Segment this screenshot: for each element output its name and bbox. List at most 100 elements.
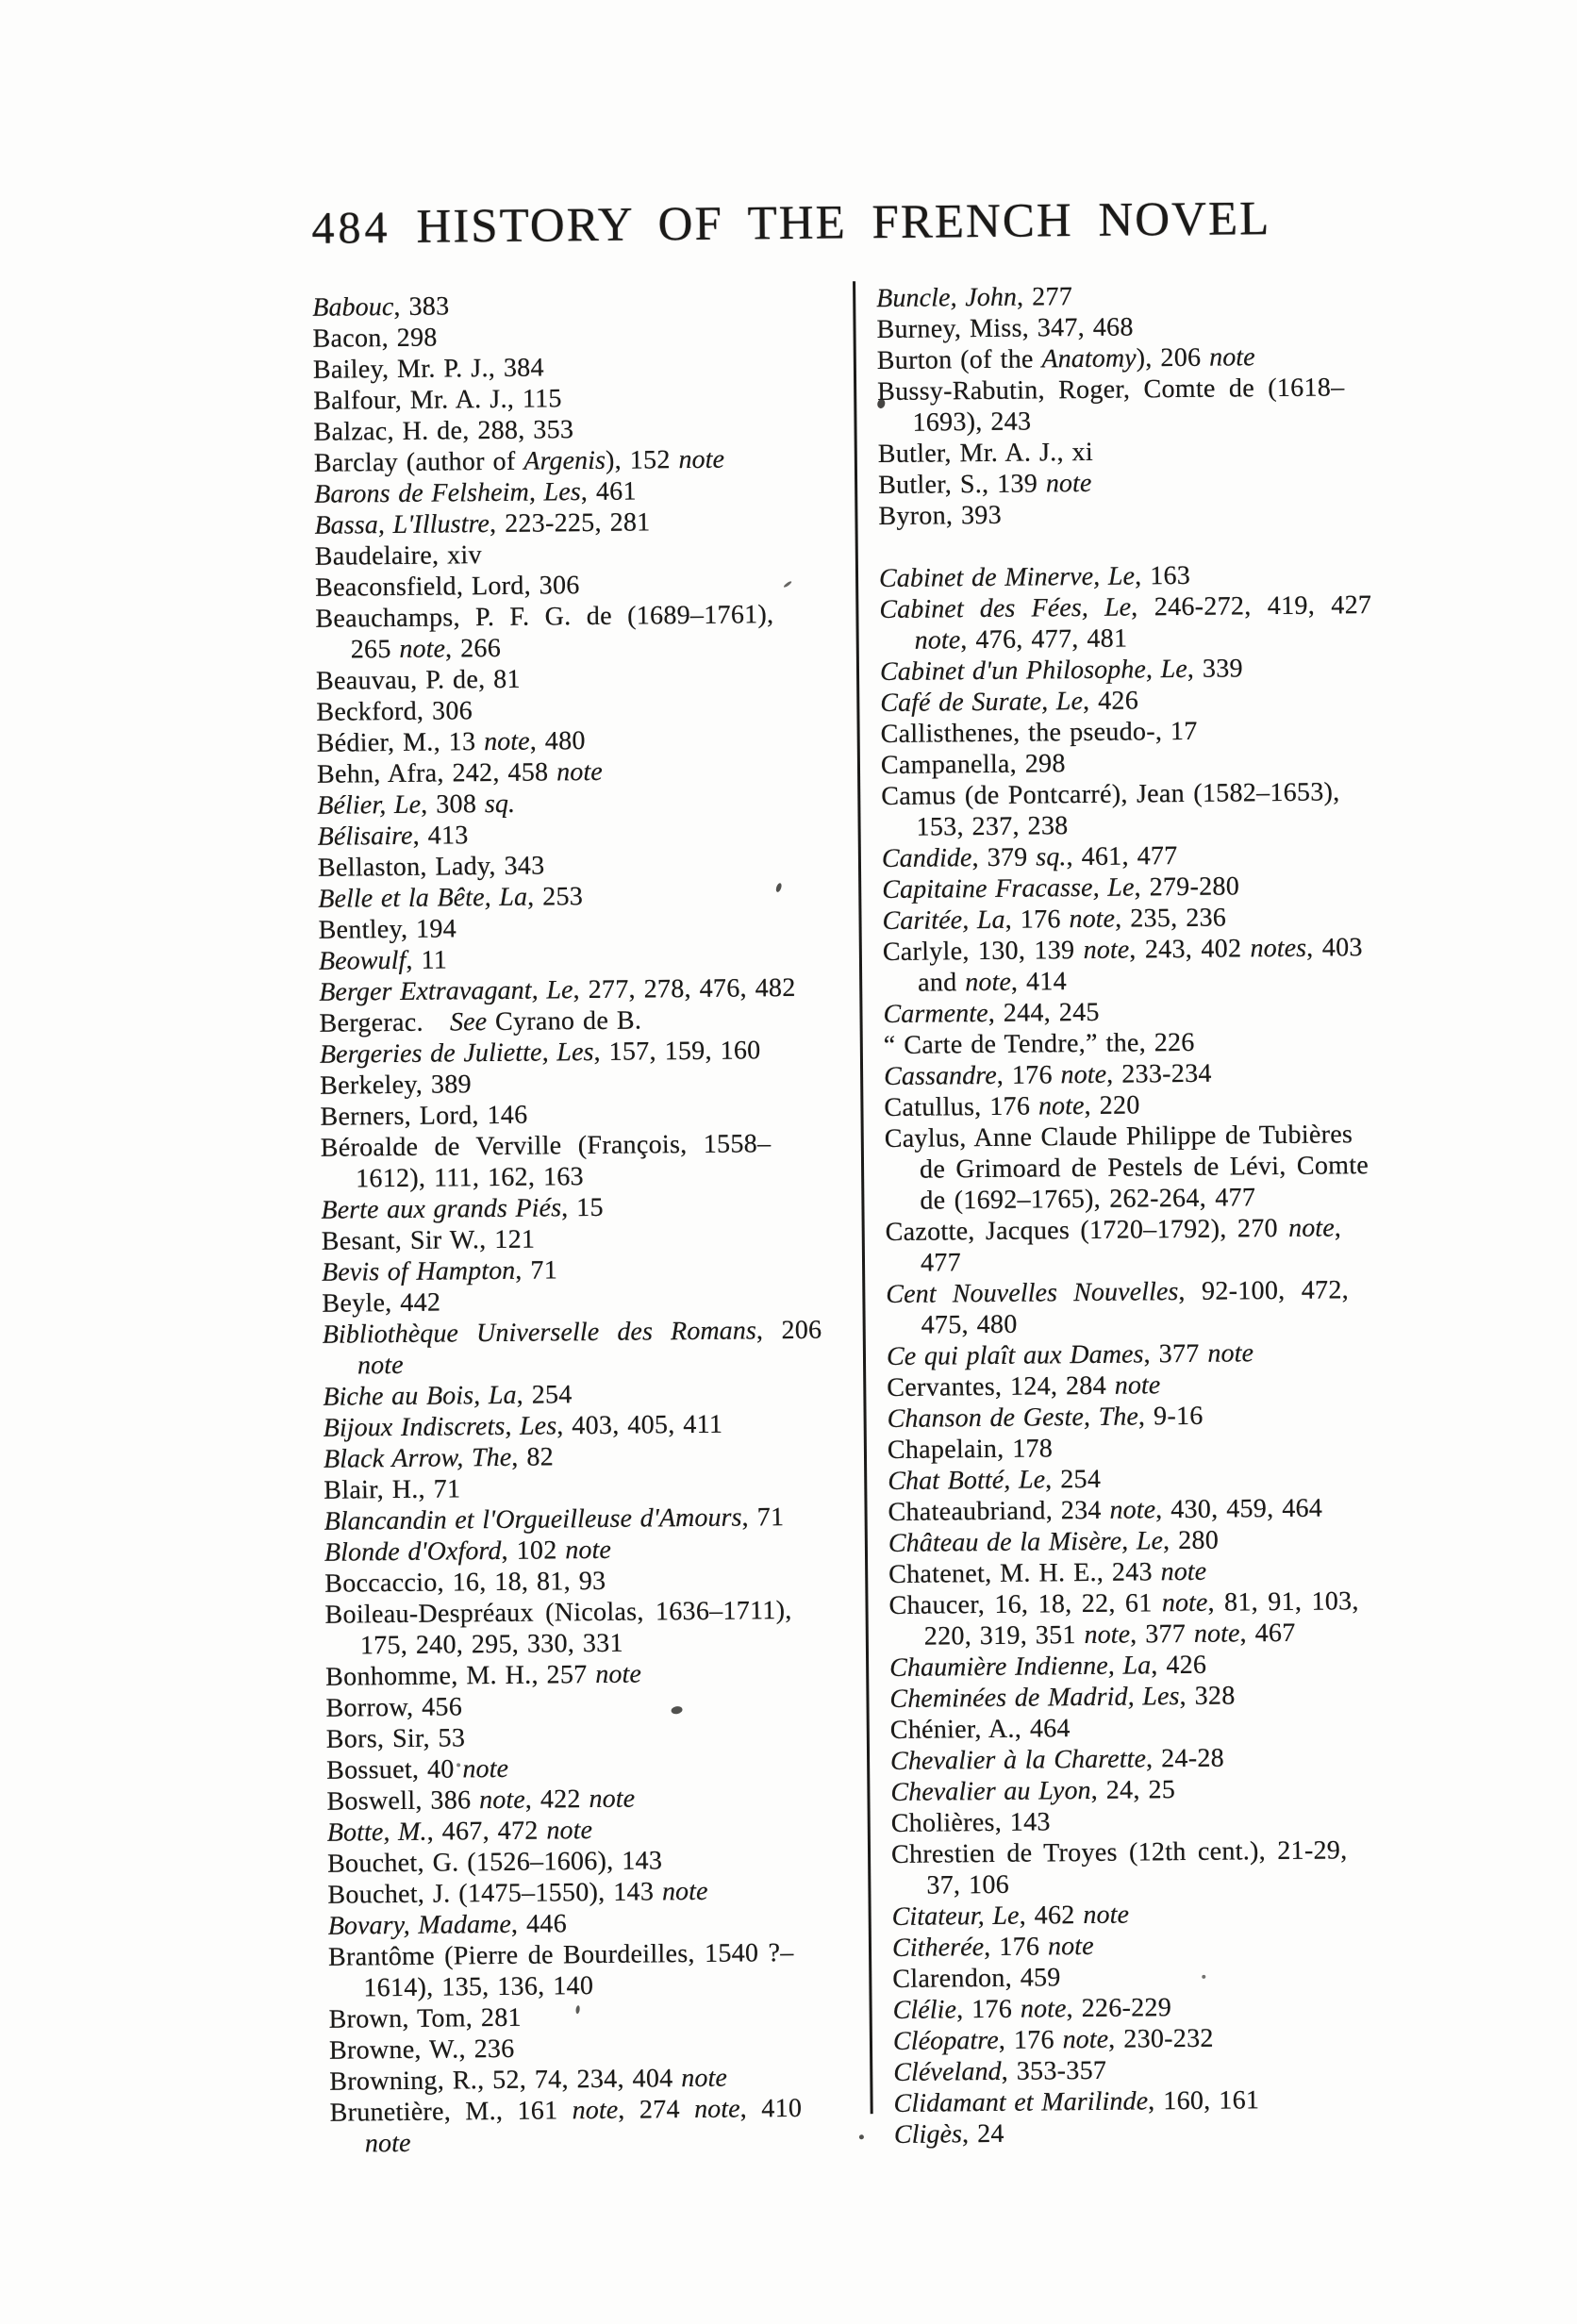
index-text: 477: [920, 1248, 962, 1278]
index-text: Boccaccio, 16, 18, 81, 93: [324, 1566, 606, 1599]
index-text: Bussy-Rabutin, Roger, Comte de (1618–: [877, 373, 1345, 407]
index-text: , 279-280: [1134, 872, 1240, 903]
index-text-italic: note: [681, 2063, 728, 2094]
index-text: , 223-225, 281: [489, 507, 651, 540]
index-text: Berners, Lord, 146: [320, 1100, 528, 1132]
index-text: Clarendon, 459: [892, 1963, 1061, 1994]
index-text: ), 152: [605, 445, 679, 475]
index-text: , 176: [1004, 905, 1070, 935]
index-text: Byron, 393: [878, 500, 1003, 532]
page-number: 484: [311, 203, 391, 254]
index-text-italic: note: [1069, 904, 1116, 935]
index-text: Chaucer, 16, 18, 22, 61: [888, 1588, 1163, 1620]
index-text: , 414: [1010, 967, 1068, 997]
index-text: , 24-28: [1145, 1743, 1225, 1774]
index-text-italic: Bergeries de Juliette, Les: [319, 1037, 594, 1070]
index-text-italic: Cent Nouvelles Nouvelles: [886, 1277, 1179, 1310]
index-text-italic: note: [1288, 1213, 1335, 1243]
index-text: 1614), 135, 136, 140: [363, 1971, 594, 2003]
index-text: , 462: [1019, 1901, 1084, 1931]
index-text: , 176: [996, 1060, 1061, 1090]
index-text-italic: Blonde d'Oxford: [324, 1536, 502, 1568]
index-text-italic: Clélie: [892, 1995, 957, 2025]
index-text: , 467, 472: [426, 1816, 547, 1847]
index-text: , 71: [515, 1255, 558, 1286]
index-text: ,: [1334, 1213, 1342, 1243]
index-text-italic: note: [678, 444, 725, 475]
index-text: Campanella, 298: [880, 749, 1066, 781]
index-text: , 422: [524, 1784, 589, 1815]
index-text: “ Carte de Tendre,” the, 226: [883, 1027, 1195, 1061]
index-text: 265: [350, 634, 400, 665]
index-text: Beckford, 306: [316, 696, 473, 727]
ink-speck: [1202, 1974, 1206, 1979]
index-text: , 102: [501, 1536, 566, 1566]
index-text: 175, 240, 295, 330, 331: [359, 1628, 623, 1661]
index-text: Blair, H., 71: [324, 1474, 461, 1505]
index-text: Brunetière, M., 161: [329, 2096, 573, 2128]
index-text: Besant, Sir W., 121: [321, 1224, 536, 1256]
index-text: , 82: [511, 1442, 555, 1472]
index-text: Caylus, Anne Claude Philippe de Tubières: [884, 1120, 1353, 1154]
index-text: Baudelaire, xiv: [314, 540, 483, 572]
index-text-italic: Candide: [881, 843, 972, 874]
index-text: Burney, Miss, 347, 468: [876, 312, 1134, 345]
index-text: , 377: [1143, 1338, 1208, 1370]
index-text-italic: See: [449, 1007, 488, 1038]
index-text: , 244, 245: [988, 997, 1100, 1028]
index-text-italic: Citateur, Le: [891, 1901, 1020, 1932]
index-text-italic: note: [1114, 1370, 1161, 1401]
index-text: , 277, 278, 476, 482: [573, 972, 796, 1005]
index-text: , 243, 402: [1129, 934, 1251, 965]
index-text: Camus (de Pontcarré), Jean (1582–1653),: [881, 777, 1340, 812]
index-text: Bédier, M., 13: [316, 727, 485, 758]
index-text-italic: Black Arrow, The: [323, 1442, 512, 1474]
index-text: , 353-357: [1001, 2055, 1107, 2086]
index-text: , 254: [516, 1380, 573, 1410]
index-text-italic: note: [693, 2094, 740, 2125]
index-text-italic: note: [1083, 1900, 1130, 1931]
index-text-italic: note: [1084, 1619, 1131, 1651]
index-text-italic: note: [589, 1784, 636, 1815]
index-text-italic: note: [399, 634, 446, 664]
index-text: Bacon, 298: [312, 323, 438, 354]
index-text: , 226-229: [1066, 1993, 1172, 2024]
index-text: , 157, 159, 160: [593, 1036, 761, 1067]
index-text: Boileau-Despréaux (Nicolas, 1636–1711),: [324, 1595, 792, 1630]
index-text: , 176: [998, 2025, 1063, 2055]
index-text-italic: Botte, M.: [326, 1817, 427, 1848]
index-text: Béroalde de Verville (François, 1558–: [320, 1129, 772, 1163]
index-text: , 377: [1129, 1618, 1195, 1650]
index-text: , 266: [444, 633, 502, 664]
index-text: Chénier, A., 464: [889, 1714, 1071, 1745]
ink-speck: [858, 2134, 864, 2140]
index-text-italic: note: [1062, 2024, 1109, 2055]
index-text-italic: Carmente: [883, 998, 988, 1030]
index-text: de Grimoard de Pestels de Lévi, Comte: [919, 1151, 1370, 1185]
index-text-italic: note: [565, 1535, 612, 1566]
index-text: Cervantes, 124, 284: [887, 1370, 1115, 1403]
index-text-italic: Cabinet des Fées, Le: [879, 592, 1132, 625]
index-text: , 426: [1151, 1650, 1207, 1681]
index-text: Berkeley, 389: [320, 1070, 472, 1101]
index-text-italic: Berger Extravagant, Le: [319, 975, 573, 1007]
index-text: , 403: [1306, 933, 1363, 963]
index-text: 37, 106: [926, 1869, 1010, 1901]
index-text: Bentley, 194: [318, 914, 457, 945]
index-text-italic: note: [595, 1659, 642, 1689]
index-text: , 467: [1239, 1618, 1296, 1649]
index-text: , 277: [1016, 282, 1073, 312]
index-text: , 476, 477, 481: [960, 623, 1128, 656]
index-text: Browne, W., 236: [328, 2034, 515, 2066]
index-column-left: Babouc, 383 Bacon, 298 Bailey, Mr. P. J., …: [312, 287, 896, 2160]
index-text: , 253: [526, 882, 584, 912]
index-text: Barclay (author of: [313, 446, 524, 478]
index-text-italic: Chanson de Geste, The: [887, 1402, 1139, 1435]
index-text: , 403, 405, 411: [556, 1409, 723, 1441]
index-text-italic: Bélisaire: [317, 821, 413, 852]
index-text: , 24: [961, 2118, 1004, 2150]
index-text: 153, 237, 238: [916, 811, 1069, 842]
index-text-italic: note: [1047, 1931, 1094, 1962]
